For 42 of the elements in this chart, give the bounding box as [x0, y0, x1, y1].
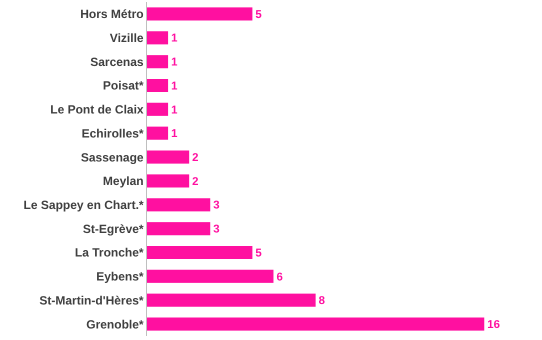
data-label: 1: [171, 32, 178, 45]
y-tick-label: La Tronche*: [74, 246, 144, 260]
bar: [147, 270, 274, 283]
data-label: 1: [171, 80, 178, 92]
data-label: 2: [192, 176, 198, 188]
data-label: 1: [171, 104, 178, 116]
y-tick-label: St-Egrève*: [82, 222, 144, 236]
data-label: 6: [276, 271, 283, 284]
bar: [147, 294, 316, 307]
y-tick-label: St-Martin-d'Hères*: [39, 293, 144, 308]
bar: [147, 55, 168, 68]
y-tick-label: Poisat*: [102, 78, 144, 93]
data-label: 5: [255, 247, 262, 260]
y-tick-label: Echirolles*: [82, 126, 144, 140]
bar: [147, 222, 210, 236]
bar: [147, 31, 168, 44]
bar: [147, 7, 252, 20]
bar: [147, 150, 190, 164]
y-tick-label: Eybens*: [96, 270, 144, 284]
y-tick-label: Meylan: [102, 174, 144, 188]
bar: [147, 174, 190, 188]
bar: [147, 78, 168, 92]
y-tick-label: Sassenage: [80, 150, 144, 164]
y-tick-label: Sarcenas: [90, 54, 144, 69]
data-label: 16: [487, 319, 500, 332]
data-label: 3: [213, 224, 220, 236]
y-tick-label: Vizille: [110, 30, 144, 45]
y-tick-label: Le Sappey en Chart.*: [24, 198, 144, 212]
bar: [147, 126, 168, 140]
data-label: 1: [171, 128, 178, 140]
y-tick-label: Le Pont de Claix: [50, 102, 144, 117]
data-label: 1: [171, 56, 178, 69]
y-tick-label: Grenoble*: [86, 317, 144, 332]
data-label: 2: [192, 152, 198, 164]
bar: [147, 318, 484, 331]
data-label: 8: [318, 295, 325, 308]
bar: [147, 102, 168, 116]
bar: [147, 198, 210, 212]
data-label: 3: [213, 200, 220, 212]
data-label: 5: [255, 8, 262, 21]
bar: [147, 246, 252, 260]
y-tick-label: Hors Métro: [80, 7, 144, 22]
